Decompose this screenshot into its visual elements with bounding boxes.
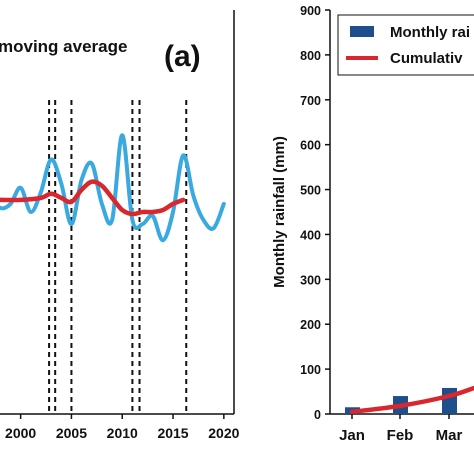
- legend-swatch-bar: [350, 26, 374, 37]
- panel-b-y-tick-label: 0: [314, 408, 321, 422]
- panel-b-x-ticks: Jan Feb Mar: [339, 414, 462, 444]
- panel-a-series-red: [0, 179, 186, 217]
- panel-a-label: (a): [164, 40, 201, 73]
- panel-b-y-tick-label: 300: [300, 273, 321, 287]
- panel-b-y-tick-label: 700: [300, 94, 321, 108]
- panel-b-y-tick-label: 500: [300, 184, 321, 198]
- panel-a-x-tick-label: 2015: [157, 425, 188, 441]
- panel-a-series-blue: [0, 133, 226, 243]
- panel-b-bar: [442, 387, 457, 414]
- panel-b-y-tick-label: 800: [300, 49, 321, 63]
- panel-b-legend: Monthly rai Cumulativ: [337, 14, 474, 76]
- panel-b-cumulative-line: [349, 385, 474, 415]
- panel-a-x-tick-label: 2005: [56, 425, 87, 441]
- panel-b-y-axis-title: Monthly rainfall (mm): [271, 136, 288, 288]
- panel-a: 2000 2005 2010 2015 2020 moving average (a): [0, 10, 240, 441]
- panel-b: 0 100 200 300 400 500 600 700 800 900 Jan Feb Mar M…: [271, 4, 474, 444]
- legend-box: [337, 14, 474, 76]
- panel-b-y-tick-label: 400: [300, 228, 321, 242]
- legend-label-cumulative: Cumulativ: [390, 50, 463, 67]
- panel-a-x-tick-label: 2000: [5, 425, 36, 441]
- panel-b-y-tick-label: 600: [300, 139, 321, 153]
- panel-b-y-tick-label: 100: [300, 363, 321, 377]
- panel-a-x-tick-label: 2020: [208, 425, 239, 441]
- panel-a-title: moving average: [0, 37, 127, 56]
- panel-a-x-ticks: 2000 2005 2010 2015 2020: [5, 414, 240, 441]
- panel-a-vertical-markers: [48, 100, 188, 414]
- panel-b-x-tick-label: Mar: [436, 427, 463, 444]
- legend-label-monthly: Monthly rai: [390, 24, 470, 41]
- panel-b-x-tick-label: Feb: [387, 427, 414, 444]
- panel-b-x-tick-label: Jan: [339, 427, 365, 444]
- panel-b-y-tick-label: 200: [300, 318, 321, 332]
- panel-b-y-ticks: 0 100 200 300 400 500 600 700 800 900: [300, 4, 330, 422]
- panel-b-y-tick-label: 900: [300, 4, 321, 18]
- panel-a-x-tick-label: 2010: [107, 425, 138, 441]
